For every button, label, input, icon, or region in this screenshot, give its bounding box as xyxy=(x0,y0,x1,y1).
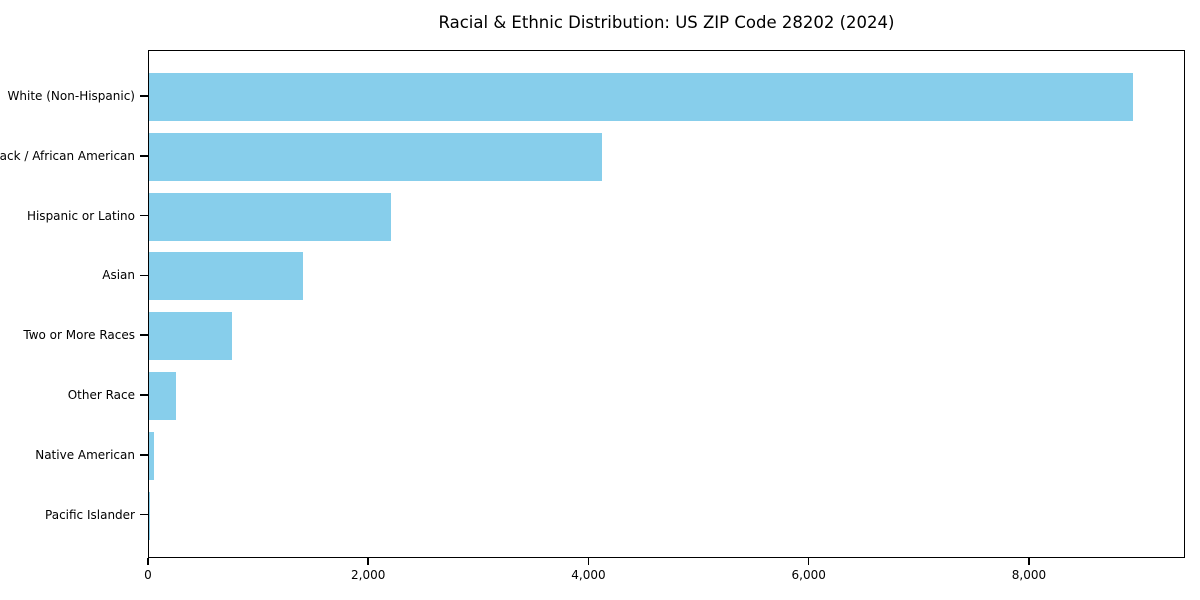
y-tick-label-native-american: Native American xyxy=(35,447,135,462)
x-tick-label-6000: 6,000 xyxy=(791,568,826,582)
y-tick-mark xyxy=(140,274,148,277)
y-tick-label-white-non-hispanic: White (Non-Hispanic) xyxy=(7,89,135,103)
x-tick-mark xyxy=(587,558,590,565)
chart-title: Racial & Ethnic Distribution: US ZIP Cod… xyxy=(438,13,895,32)
y-tick-mark xyxy=(140,394,148,396)
y-tick-mark xyxy=(140,95,148,97)
y-tick-mark xyxy=(140,454,148,456)
bar-black-african-american xyxy=(149,132,602,181)
y-tick-mark xyxy=(140,334,148,336)
y-tick-label-hispanic-or-latino: Hispanic or Latino xyxy=(26,208,135,223)
bar-white-non-hispanic xyxy=(149,73,1134,121)
x-axis: 0 2,000 4,000 6,000 8,000 xyxy=(144,558,1185,592)
y-tick-label-pacific-islander: Pacific Islander xyxy=(45,507,135,522)
y-tick-label-other-race: Other Race xyxy=(67,388,135,402)
y-axis: White (Non-Hispanic) Black / African Amer… xyxy=(0,50,148,558)
y-tick-label-asian: Asian xyxy=(102,268,135,283)
x-tick-mark xyxy=(367,558,369,565)
x-tick-mark xyxy=(807,558,810,565)
bar-two-or-more-races xyxy=(149,312,232,361)
x-tick-label-4000: 4,000 xyxy=(571,568,606,582)
bar-native-american xyxy=(149,431,154,480)
x-tick-label-0: 0 xyxy=(144,568,152,582)
plot-area xyxy=(148,50,1185,558)
bar-hispanic-or-latino xyxy=(149,192,392,241)
bar-pacific-islander xyxy=(149,491,151,540)
y-tick-mark xyxy=(140,214,148,217)
x-tick-label-8000: 8,000 xyxy=(1011,568,1047,582)
x-tick-label-2000: 2,000 xyxy=(351,568,386,582)
bar-asian xyxy=(149,252,304,301)
bar-other-race xyxy=(149,372,176,420)
y-tick-label-two-or-more-races: Two or More Races xyxy=(23,328,135,343)
y-tick-label-black-african-american: Black / African American xyxy=(0,148,135,163)
y-tick-mark xyxy=(140,513,148,516)
x-tick-mark xyxy=(1028,558,1030,565)
x-tick-mark xyxy=(147,558,149,565)
y-tick-mark xyxy=(140,155,148,157)
